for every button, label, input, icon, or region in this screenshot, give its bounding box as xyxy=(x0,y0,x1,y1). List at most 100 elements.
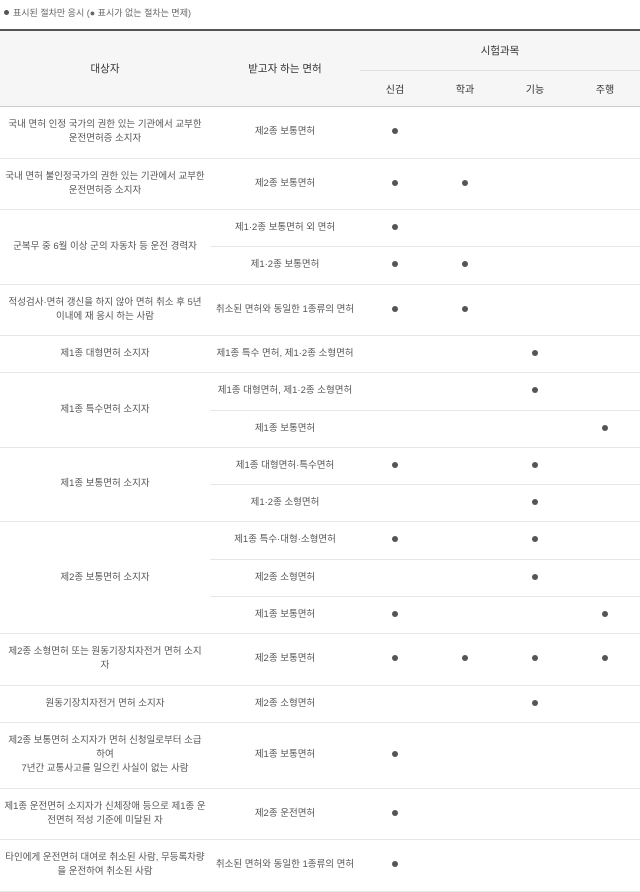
dot-icon xyxy=(392,655,398,661)
cell-mark xyxy=(570,247,640,284)
cell-mark xyxy=(430,596,500,633)
cell-mark xyxy=(500,596,570,633)
dot-icon xyxy=(532,536,538,542)
cell-mark xyxy=(500,634,570,686)
cell-mark xyxy=(500,107,570,159)
table-row: 군복무 중 6월 이상 군의 자동차 등 운전 경력자제1·2종 보통면허 외 … xyxy=(0,210,640,247)
cell-mark xyxy=(360,210,430,247)
cell-mark xyxy=(360,247,430,284)
cell-license: 제1·2종 보통면허 외 면허 xyxy=(210,210,360,247)
cell-mark xyxy=(500,410,570,447)
cell-license: 제1·2종 보통면허 xyxy=(210,247,360,284)
dot-icon xyxy=(532,462,538,468)
cell-license: 취소된 면허와 동일한 1종류의 면허 xyxy=(210,840,360,892)
dot-icon xyxy=(532,350,538,356)
dot-icon xyxy=(532,574,538,580)
cell-mark xyxy=(360,840,430,892)
cell-mark xyxy=(360,634,430,686)
cell-mark xyxy=(570,685,640,722)
dot-icon xyxy=(462,306,468,312)
cell-subject: 적성검사·면허 갱신을 하지 않아 면허 취소 후 5년 이내에 재 응시 하는… xyxy=(0,284,210,336)
dot-icon xyxy=(392,611,398,617)
cell-subject: 제1종 특수면허 소지자 xyxy=(0,373,210,448)
dot-icon xyxy=(392,861,398,867)
cell-mark xyxy=(570,596,640,633)
dot-icon xyxy=(532,700,538,706)
cell-license: 제2종 소형면허 xyxy=(210,559,360,596)
cell-subject: 제2종 보통면허 소지자가 면허 신청일로부터 소급하여 7년간 교통사고를 일… xyxy=(0,722,210,788)
cell-license: 제2종 보통면허 xyxy=(210,158,360,210)
dot-icon xyxy=(392,536,398,542)
cell-mark xyxy=(500,559,570,596)
dot-icon xyxy=(392,810,398,816)
cell-subject: 제1종 보통면허 소지자 xyxy=(0,447,210,522)
cell-mark xyxy=(570,840,640,892)
cell-license: 제1종 대형면허, 제1·2종 소형면허 xyxy=(210,373,360,410)
dot-icon xyxy=(392,306,398,312)
cell-mark xyxy=(360,559,430,596)
cell-subject: 국내 면허 불인정국가의 권한 있는 기관에서 교부한 운전면허증 소지자 xyxy=(0,158,210,210)
cell-mark xyxy=(360,788,430,840)
cell-mark xyxy=(570,485,640,522)
cell-mark xyxy=(430,373,500,410)
cell-mark xyxy=(360,485,430,522)
cell-mark xyxy=(500,840,570,892)
cell-mark xyxy=(360,447,430,484)
table-body: 국내 면허 인정 국가의 권한 있는 기관에서 교부한 운전면허증 소지자제2종… xyxy=(0,107,640,892)
cell-mark xyxy=(360,410,430,447)
dot-icon xyxy=(392,751,398,757)
cell-license: 제1종 보통면허 xyxy=(210,410,360,447)
cell-mark xyxy=(500,485,570,522)
dot-icon xyxy=(392,261,398,267)
cell-mark xyxy=(570,447,640,484)
table-row: 제2종 소형면허 또는 원동기장치자전거 면허 소지자제2종 보통면허 xyxy=(0,634,640,686)
cell-mark xyxy=(500,158,570,210)
header-exam-1: 학과 xyxy=(430,71,500,107)
header-license: 받고자 하는 면허 xyxy=(210,30,360,107)
cell-mark xyxy=(360,158,430,210)
cell-mark xyxy=(430,107,500,159)
cell-mark xyxy=(570,722,640,788)
cell-mark xyxy=(430,722,500,788)
dot-icon xyxy=(392,462,398,468)
dot-icon xyxy=(462,261,468,267)
table-row: 제1종 보통면허 소지자제1종 대형면허·특수면허 xyxy=(0,447,640,484)
cell-mark xyxy=(570,158,640,210)
cell-mark xyxy=(430,284,500,336)
cell-mark xyxy=(500,722,570,788)
dot-icon xyxy=(532,655,538,661)
table-row: 국내 면허 인정 국가의 권한 있는 기관에서 교부한 운전면허증 소지자제2종… xyxy=(0,107,640,159)
cell-mark xyxy=(360,522,430,559)
cell-license: 제1종 보통면허 xyxy=(210,722,360,788)
cell-mark xyxy=(570,210,640,247)
cell-mark xyxy=(570,788,640,840)
cell-mark xyxy=(570,634,640,686)
cell-mark xyxy=(430,840,500,892)
cell-mark xyxy=(500,210,570,247)
legend-text: 표시된 절차만 응시 (● 표시가 없는 절차는 면제) xyxy=(13,6,191,19)
cell-mark xyxy=(360,722,430,788)
cell-license: 제2종 소형면허 xyxy=(210,685,360,722)
cell-mark xyxy=(360,284,430,336)
cell-license: 제2종 운전면허 xyxy=(210,788,360,840)
cell-license: 제1종 보통면허 xyxy=(210,596,360,633)
cell-mark xyxy=(500,522,570,559)
dot-icon xyxy=(392,128,398,134)
dot-icon xyxy=(462,655,468,661)
cell-mark xyxy=(500,284,570,336)
table-row: 제1종 대형면허 소지자제1종 특수 면허, 제1·2종 소형면허 xyxy=(0,336,640,373)
cell-mark xyxy=(570,410,640,447)
cell-subject: 제2종 소형면허 또는 원동기장치자전거 면허 소지자 xyxy=(0,634,210,686)
cell-mark xyxy=(500,247,570,284)
legend-dot-icon xyxy=(4,10,9,15)
cell-mark xyxy=(500,447,570,484)
table-row: 제1종 운전면허 소지자가 신체장애 등으로 제1종 운전면허 적성 기준에 미… xyxy=(0,788,640,840)
cell-subject: 국내 면허 인정 국가의 권한 있는 기관에서 교부한 운전면허증 소지자 xyxy=(0,107,210,159)
cell-mark xyxy=(360,596,430,633)
cell-subject: 제1종 운전면허 소지자가 신체장애 등으로 제1종 운전면허 적성 기준에 미… xyxy=(0,788,210,840)
cell-mark xyxy=(430,788,500,840)
cell-mark xyxy=(430,634,500,686)
cell-mark xyxy=(500,373,570,410)
cell-license: 제1종 특수·대형·소형면허 xyxy=(210,522,360,559)
dot-icon xyxy=(532,499,538,505)
